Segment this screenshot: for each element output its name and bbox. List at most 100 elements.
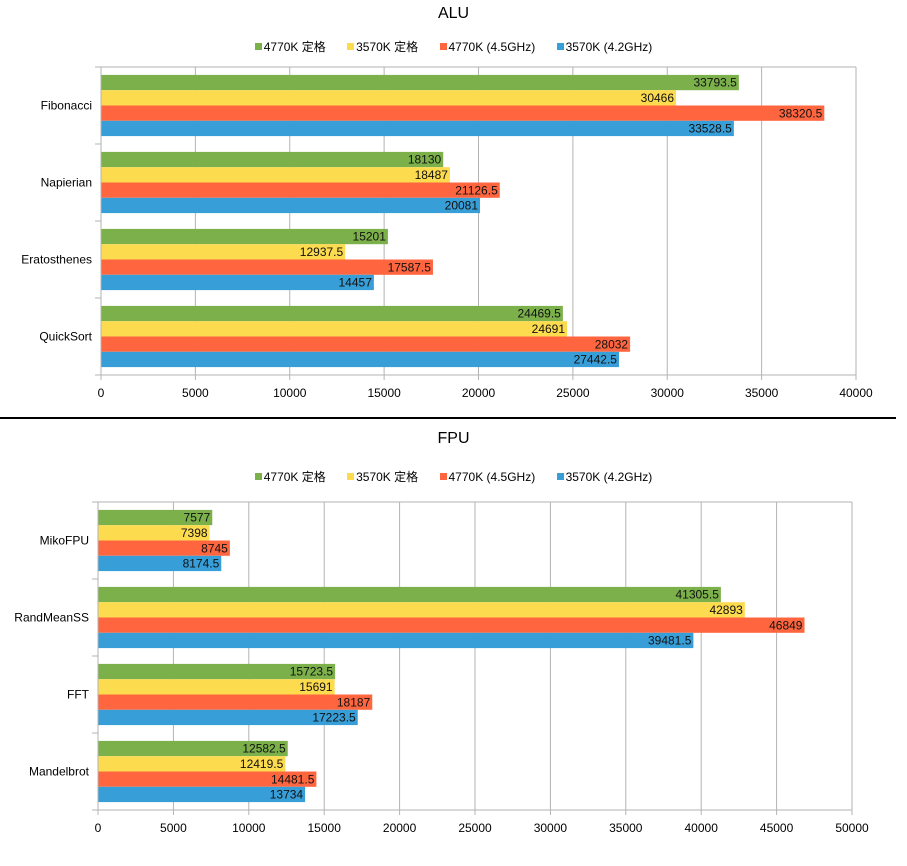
- data-label: 27442.5: [574, 353, 618, 367]
- legend-label: 4770K 定格: [263, 40, 326, 54]
- category-label: Fibonacci: [41, 99, 92, 113]
- fpu-chart: FPU 4770K 定格 3570K 定格 4770K (4.5GHz) 357…: [0, 420, 907, 866]
- bar: [101, 244, 346, 260]
- data-label: 15723.5: [290, 665, 334, 679]
- x-tick-label: 5000: [160, 821, 187, 835]
- legend-label: 3570K (4.2GHz): [565, 470, 653, 484]
- x-tick-label: 10000: [232, 821, 266, 835]
- data-label: 14457: [339, 276, 373, 290]
- data-label: 24469.5: [517, 307, 561, 321]
- data-label: 7398: [181, 526, 208, 540]
- data-label: 20081: [445, 199, 479, 213]
- category-label: MikoFPU: [40, 534, 89, 548]
- legend-swatch-icon: [556, 473, 564, 480]
- data-label: 8174.5: [183, 557, 220, 571]
- bar: [98, 709, 358, 726]
- chart-divider: [0, 417, 896, 419]
- data-label: 18187: [337, 695, 371, 709]
- legend-item: 4770K 定格: [254, 38, 326, 55]
- x-tick-label: 0: [95, 821, 102, 835]
- x-tick-label: 15000: [367, 386, 401, 400]
- legend-label: 4770K (4.5GHz): [448, 40, 536, 54]
- bar: [98, 540, 230, 556]
- legend-label: 3570K (4.2GHz): [565, 40, 653, 54]
- data-label: 18487: [415, 168, 449, 182]
- bar: [98, 617, 805, 633]
- bar: [101, 120, 734, 137]
- legend-swatch-icon: [347, 473, 355, 480]
- x-tick-label: 40000: [685, 821, 719, 835]
- data-label: 15691: [299, 680, 333, 694]
- legend-item: 3570K 定格: [347, 468, 418, 485]
- data-label: 33793.5: [693, 76, 737, 90]
- alu-chart: ALU 4770K 定格 3570K 定格 4770K (4.5GHz) 357…: [0, 0, 907, 410]
- bar: [98, 586, 721, 603]
- legend-swatch-icon: [556, 43, 564, 50]
- data-label: 38320.5: [779, 106, 823, 120]
- category-label: Mandelbrot: [29, 765, 90, 779]
- data-label: 42893: [709, 603, 743, 617]
- x-tick-label: 45000: [760, 821, 794, 835]
- legend-swatch-icon: [439, 473, 447, 480]
- data-label: 12582.5: [242, 742, 286, 756]
- legend: 4770K 定格 3570K 定格 4770K (4.5GHz) 3570K (…: [0, 38, 907, 55]
- x-tick-label: 40000: [839, 386, 873, 400]
- x-tick-label: 30000: [534, 821, 568, 835]
- bar: [98, 555, 222, 572]
- x-tick-label: 15000: [308, 821, 342, 835]
- bar: [98, 756, 286, 772]
- category-label: QuickSort: [39, 330, 92, 344]
- legend-item: 3570K (4.2GHz): [556, 40, 653, 54]
- bar: [101, 182, 500, 198]
- chart-title: ALU: [437, 5, 470, 22]
- bar: [101, 228, 388, 245]
- bar: [98, 786, 306, 803]
- bar: [101, 351, 619, 368]
- bar: [98, 509, 213, 526]
- bar: [101, 90, 677, 106]
- data-label: 18130: [408, 153, 442, 167]
- data-label: 12419.5: [240, 757, 284, 771]
- legend-swatch-icon: [439, 43, 447, 50]
- data-label: 28032: [595, 337, 629, 351]
- bar: [101, 74, 739, 91]
- legend-item: 4770K (4.5GHz): [439, 40, 536, 54]
- bar: [101, 259, 433, 275]
- legend-item: 4770K 定格: [254, 468, 326, 485]
- bar: [101, 336, 631, 352]
- x-tick-label: 10000: [273, 386, 307, 400]
- data-label: 17587.5: [388, 260, 432, 274]
- bar: [98, 679, 335, 695]
- data-label: 13734: [270, 788, 304, 802]
- bar: [101, 105, 825, 121]
- data-label: 21126.5: [455, 183, 498, 197]
- chart-title: FPU: [437, 430, 470, 447]
- x-tick-label: 20000: [383, 821, 417, 835]
- bar: [98, 525, 210, 541]
- x-tick-label: 35000: [609, 821, 643, 835]
- data-label: 41305.5: [675, 588, 719, 602]
- fpu-plot: 0 5000 10000 15000 20000 25000 30000 35000 40000…: [14, 501, 869, 835]
- x-tick-label: 5000: [182, 386, 209, 400]
- x-tick-label: 30000: [651, 386, 685, 400]
- category-label: RandMeanSS: [14, 611, 89, 625]
- legend-swatch-icon: [254, 43, 262, 50]
- legend-label: 3570K 定格: [356, 40, 419, 54]
- legend-item: 3570K (4.2GHz): [556, 470, 653, 484]
- bar: [101, 321, 568, 337]
- bar: [101, 305, 563, 322]
- x-tick-label: 20000: [462, 386, 496, 400]
- data-label: 30466: [641, 91, 675, 105]
- x-tick-label: 25000: [556, 386, 590, 400]
- bar: [101, 151, 444, 168]
- legend-swatch-icon: [254, 473, 262, 480]
- alu-plot: 0 5000 10000 15000 20000 25000 30000 35000 40000…: [21, 66, 873, 400]
- x-tick-label: 0: [98, 386, 105, 400]
- category-label: Eratosthenes: [21, 253, 92, 267]
- legend-label: 3570K 定格: [356, 470, 419, 484]
- bar: [98, 771, 317, 787]
- legend-item: 4770K (4.5GHz): [439, 470, 535, 484]
- bar: [101, 197, 481, 214]
- data-label: 24691: [532, 322, 566, 336]
- legend: 4770K 定格 3570K 定格 4770K (4.5GHz) 3570K (…: [0, 468, 907, 485]
